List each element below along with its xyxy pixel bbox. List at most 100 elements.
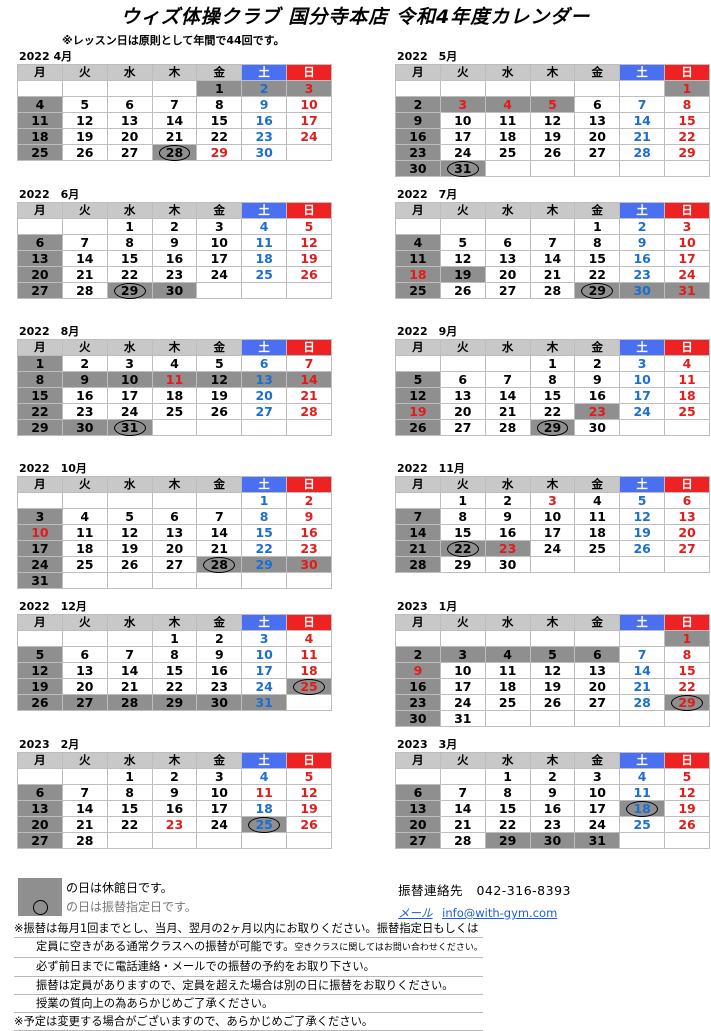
day-cell: 25 — [286, 678, 332, 695]
weekday-label: 火 — [439, 752, 486, 769]
day-cell: 6 — [17, 784, 63, 801]
empty-day-cell — [619, 80, 666, 97]
day-cell: 22 — [196, 128, 243, 145]
day-cell: 26 — [286, 266, 332, 283]
weekday-label: 木 — [151, 202, 198, 219]
day-cell: 28 — [619, 144, 666, 161]
weekday-label: 木 — [529, 614, 576, 631]
circle-icon — [158, 145, 191, 161]
weekday-label: 日 — [664, 614, 710, 631]
weekday-label: 日 — [286, 64, 332, 81]
day-cell: 12 — [286, 784, 332, 801]
day-cell: 31 — [439, 160, 486, 177]
day-cell: 27 — [17, 832, 63, 849]
day-cell: 20 — [439, 403, 486, 420]
note-small: 空きクラスに関してはお問い合わせください。 — [294, 943, 483, 954]
day-cell: 30 — [395, 710, 441, 727]
weekday-label: 日 — [286, 614, 332, 631]
day-cell: 12 — [17, 662, 63, 679]
day-cell: 6 — [484, 234, 531, 251]
day-cell: 14 — [529, 250, 576, 267]
day-cell: 24 — [241, 678, 288, 695]
empty-day-cell — [484, 630, 531, 647]
day-cell: 17 — [17, 540, 63, 557]
weekday-label: 火 — [61, 476, 108, 493]
month-title: 2023 1月 — [397, 600, 458, 613]
empty-day-cell — [484, 218, 531, 235]
empty-day-cell — [664, 710, 710, 727]
day-cell: 11 — [484, 662, 531, 679]
day-cell: 26 — [529, 144, 576, 161]
day-cell: 26 — [17, 694, 63, 711]
day-cell: 21 — [395, 540, 441, 557]
weekday-label: 金 — [196, 64, 243, 81]
circle-icon — [536, 420, 569, 436]
empty-day-cell — [574, 160, 621, 177]
day-cell: 29 — [574, 282, 621, 299]
day-cell: 3 — [439, 646, 486, 663]
day-cell: 3 — [529, 492, 576, 509]
day-cell: 26 — [196, 403, 243, 420]
day-cell: 24 — [439, 144, 486, 161]
month-table: 月火水木金土日 1 2 3 4 5 6 7 8 9 10 11 12 13 14 15 16 17 18 19 20 21… — [17, 476, 332, 589]
day-cell: 19 — [196, 387, 243, 404]
day-cell: 21 — [529, 266, 576, 283]
empty-day-cell — [664, 556, 710, 573]
weekday-label: 火 — [61, 64, 108, 81]
day-cell: 11 — [664, 371, 710, 388]
day-cell: 20 — [664, 524, 710, 541]
note-line: ※振替は毎月1回までとし、当月、翌月の2ヶ月以内にお取りください。振替指定日もし… — [14, 920, 483, 939]
day-cell: 13 — [151, 524, 198, 541]
day-cell: 19 — [17, 678, 63, 695]
weekday-label: 金 — [574, 614, 621, 631]
day-cell: 7 — [196, 508, 243, 525]
day-cell: 1 — [241, 492, 288, 509]
day-cell: 11 — [61, 524, 108, 541]
mail-link[interactable]: info@with-gym.com — [442, 906, 558, 920]
day-cell: 8 — [484, 784, 531, 801]
day-cell: 23 — [484, 540, 531, 557]
day-cell: 15 — [664, 112, 710, 129]
day-cell: 28 — [529, 282, 576, 299]
day-cell: 12 — [61, 112, 108, 129]
day-cell: 21 — [61, 266, 108, 283]
empty-day-cell — [619, 710, 666, 727]
day-cell: 4 — [484, 96, 531, 113]
empty-day-cell — [241, 572, 288, 589]
day-cell: 17 — [286, 112, 332, 129]
day-cell: 28 — [286, 403, 332, 420]
month-table: 月火水木金土日 1 2 3 4 5 6 7 8 9 10 11 12 13 14 15 16 17 18 19 20 21… — [395, 64, 710, 177]
week-row: 25 26 27 28 29 30 — [17, 144, 332, 161]
week-row: 6 7 8 9 10 11 12 — [17, 234, 332, 251]
week-row: 4 5 6 7 8 9 10 — [395, 234, 710, 251]
day-cell: 10 — [529, 508, 576, 525]
day-cell: 6 — [151, 508, 198, 525]
day-cell: 14 — [151, 112, 198, 129]
day-cell: 9 — [151, 234, 198, 251]
month-table: 月火水木金土日 1 2 3 4 5 6 7 8 9 10 11 12 13 14 15 16 17 18 19 20 21… — [395, 339, 710, 436]
weekday-label: 水 — [484, 64, 531, 81]
day-cell: 19 — [439, 266, 486, 283]
day-cell: 12 — [664, 784, 710, 801]
week-row: 13 14 15 16 17 18 19 — [395, 800, 710, 817]
weekday-label: 火 — [61, 202, 108, 219]
mail-label: メール — [398, 906, 433, 920]
day-cell: 19 — [106, 540, 153, 557]
empty-day-cell — [286, 419, 332, 436]
empty-day-cell — [196, 572, 243, 589]
day-cell: 12 — [439, 250, 486, 267]
day-cell: 14 — [61, 800, 108, 817]
week-row: 23 24 25 26 27 28 29 — [395, 694, 710, 711]
week-row: 11 12 13 14 15 16 17 — [395, 250, 710, 267]
day-cell: 24 — [17, 556, 63, 573]
day-cell: 2 — [61, 355, 108, 372]
day-cell: 5 — [196, 355, 243, 372]
day-cell: 6 — [574, 646, 621, 663]
weekday-label: 月 — [395, 614, 441, 631]
day-cell: 14 — [286, 371, 332, 388]
week-row: 1 — [395, 80, 710, 97]
